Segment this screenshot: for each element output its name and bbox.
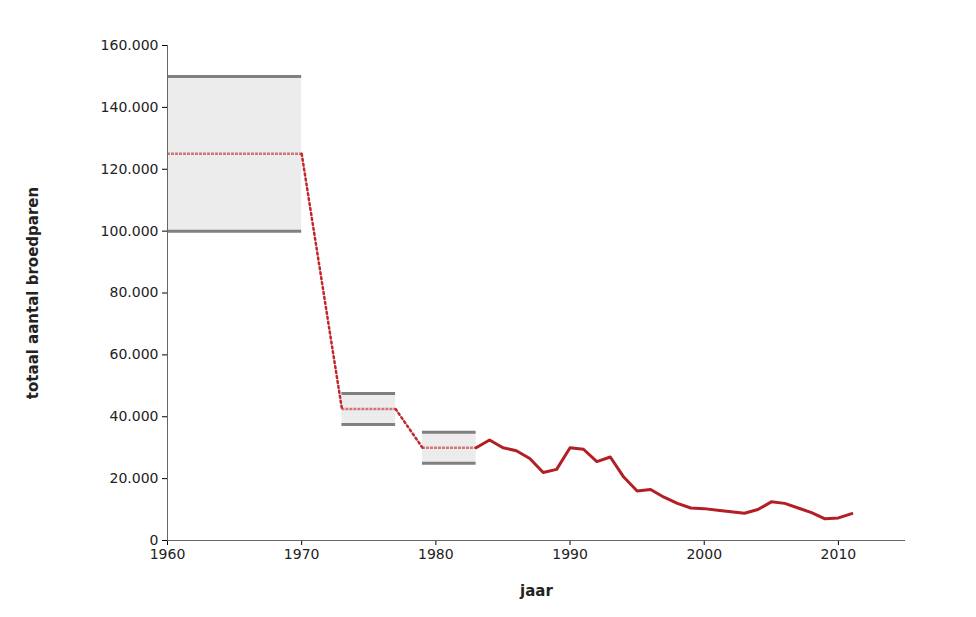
svg-text:1990: 1990 (552, 546, 588, 562)
svg-text:jaar: jaar (519, 582, 553, 600)
svg-text:80.000: 80.000 (110, 284, 159, 300)
svg-text:2000: 2000 (686, 546, 722, 562)
svg-text:totaal aantal broedparen: totaal aantal broedparen (24, 187, 42, 399)
svg-text:0: 0 (149, 532, 159, 548)
svg-text:160.000: 160.000 (101, 37, 159, 53)
svg-text:1960: 1960 (150, 546, 186, 562)
svg-text:60.000: 60.000 (110, 346, 159, 362)
svg-text:120.000: 120.000 (101, 161, 159, 177)
svg-text:100.000: 100.000 (101, 223, 159, 239)
svg-text:1970: 1970 (284, 546, 320, 562)
svg-text:1980: 1980 (418, 546, 454, 562)
svg-text:40.000: 40.000 (110, 408, 159, 424)
svg-text:20.000: 20.000 (110, 470, 159, 486)
svg-text:140.000: 140.000 (101, 99, 159, 115)
svg-text:2010: 2010 (821, 546, 857, 562)
